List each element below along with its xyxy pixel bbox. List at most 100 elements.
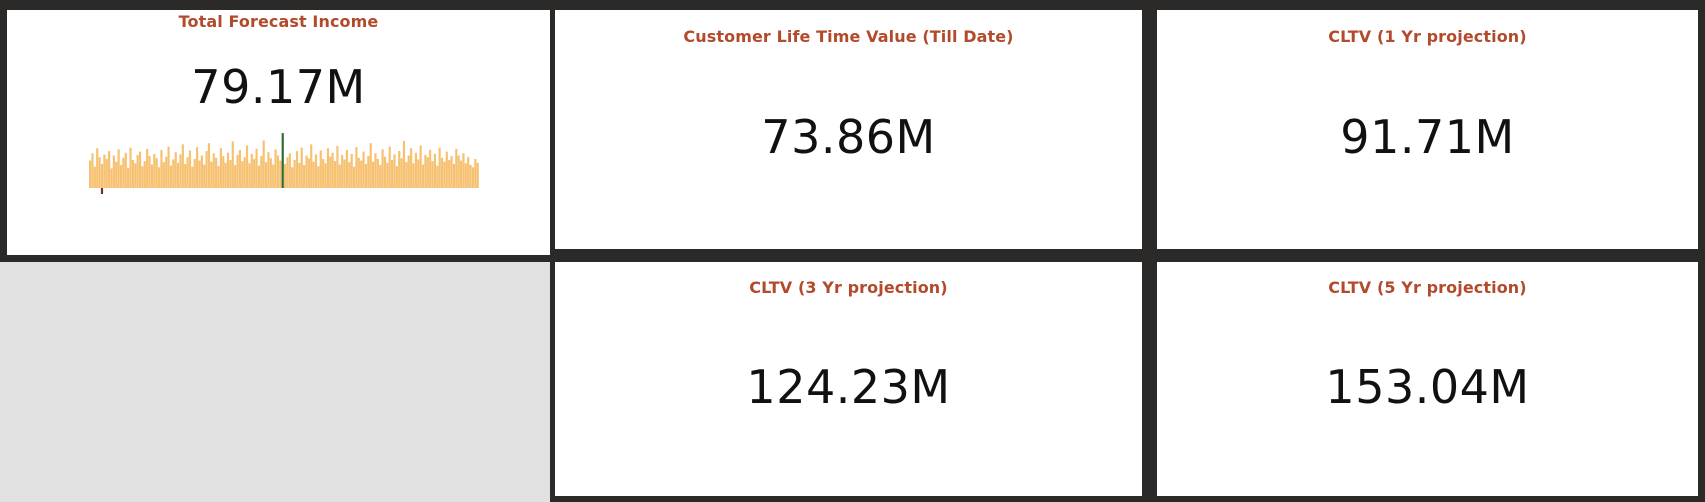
sparkline-bar: [426, 157, 429, 188]
sparkline-bar: [146, 148, 149, 188]
sparkline-bar: [150, 164, 154, 188]
sparkline-bar: [350, 153, 353, 188]
sparkline-bar: [438, 147, 441, 188]
sparkline-bar: [89, 160, 92, 188]
sparkline-bar: [395, 166, 398, 188]
sparkline-bar: [455, 148, 458, 188]
sparkline-bar: [374, 153, 377, 188]
sparkline-bar: [174, 152, 177, 188]
sparkline-bar: [179, 154, 182, 188]
sparkline-bar: [360, 160, 363, 188]
sparkline-chart: [89, 133, 479, 194]
sparkline-bar: [371, 161, 375, 188]
sparkline-bar: [226, 152, 230, 188]
sparkline-bar: [167, 146, 170, 188]
sparkline-bar: [286, 157, 289, 188]
sparkline-bar: [136, 154, 139, 188]
sparkline-bar: [440, 157, 444, 188]
sparkline-bar: [260, 156, 263, 188]
tile-cltv-1yr[interactable]: CLTV (1 Yr projection) 91.71M: [1157, 10, 1698, 249]
sparkline-bar: [100, 163, 104, 188]
sparkline-bar-highlight: [281, 133, 284, 188]
sparkline-bar: [364, 163, 368, 188]
sparkline-bar: [117, 149, 120, 188]
sparkline-bar: [236, 154, 239, 188]
sparkline-bar: [414, 152, 417, 188]
sparkline-bar: [264, 162, 268, 188]
sparkline-bar: [383, 156, 387, 188]
sparkline-bar: [336, 146, 339, 188]
sparkline-bar: [238, 149, 242, 188]
sparkline-bar: [191, 166, 194, 188]
tile-value: 73.86M: [761, 110, 936, 164]
tile-cltv-3yr[interactable]: CLTV (3 Yr projection) 124.23M: [555, 262, 1142, 496]
sparkline-bar: [172, 159, 175, 188]
sparkline-bar: [386, 162, 389, 188]
sparkline-bar: [224, 162, 227, 188]
tile-total-forecast-income[interactable]: Total Forecast Income 79.17M: [7, 10, 550, 255]
sparkline-bar: [319, 150, 322, 188]
sparkline-bar: [222, 156, 225, 188]
sparkline-bar: [245, 145, 249, 188]
sparkline-bar: [376, 158, 379, 188]
sparkline-bar: [188, 150, 192, 188]
tile-cltv-till-date[interactable]: Customer Life Time Value (Till Date) 73.…: [555, 10, 1142, 249]
sparkline-bar: [421, 164, 425, 188]
sparkline-bar: [115, 161, 118, 188]
sparkline-bar: [362, 151, 365, 188]
sparkline-bar: [162, 162, 165, 188]
sparkline-bar: [293, 160, 296, 188]
sparkline-bar: [96, 148, 99, 188]
tile-value: 153.04M: [1325, 360, 1530, 414]
sparkline-bar: [160, 149, 163, 188]
sparkline-bar: [181, 144, 184, 188]
sparkline-bar: [98, 157, 101, 188]
sparkline-bar: [138, 151, 142, 188]
sparkline-bar: [307, 158, 310, 188]
sparkline-bar: [262, 140, 265, 188]
sparkline-bar: [241, 161, 244, 188]
sparkline-bar: [298, 162, 301, 188]
sparkline-bar: [231, 141, 234, 188]
sparkline-bar: [184, 163, 187, 188]
sparkline-bar: [429, 149, 432, 188]
sparkline-bar: [326, 148, 329, 188]
sparkline-bar: [250, 153, 253, 188]
sparkline-bar: [448, 160, 451, 188]
sparkline-bar: [129, 147, 132, 188]
sparkline-bar: [450, 156, 453, 188]
sparkline-bar: [436, 165, 439, 188]
tile-title: CLTV (3 Yr projection): [749, 278, 948, 297]
sparkline-bar: [257, 165, 261, 188]
sparkline-bar: [215, 157, 218, 188]
tile-title: CLTV (5 Yr projection): [1328, 278, 1527, 297]
sparkline-bar: [176, 162, 180, 188]
sparkline-bar: [329, 156, 332, 188]
sparkline-bar: [343, 159, 346, 188]
sparkline-bar: [464, 163, 467, 188]
sparkline-bar: [253, 158, 256, 188]
sparkline-bar: [305, 155, 308, 188]
tile-cltv-5yr[interactable]: CLTV (5 Yr projection) 153.04M: [1157, 262, 1698, 496]
sparkline-bar: [379, 165, 382, 188]
sparkline-bar: [467, 157, 470, 188]
sparkline-bar: [417, 159, 420, 188]
sparkline-bar: [357, 157, 360, 188]
sparkline-bar: [474, 158, 477, 188]
sparkline-bar: [443, 161, 446, 188]
sparkline-bar: [424, 154, 427, 188]
sparkline-bar: [295, 151, 299, 188]
sparkline-bar: [272, 164, 275, 188]
sparkline-bar: [157, 167, 161, 188]
sparkline-bar: [124, 152, 127, 188]
sparkline-bar: [462, 153, 465, 188]
sparkline-bar: [312, 161, 315, 188]
sparkline-bar: [243, 157, 246, 188]
sparkline-bar: [469, 165, 472, 188]
sparkline-bar: [210, 161, 213, 188]
empty-panel: [0, 262, 550, 502]
sparkline-bar: [91, 153, 94, 188]
sparkline-bar: [269, 158, 272, 188]
sparkline-bar: [314, 154, 318, 188]
sparkline-bar: [127, 167, 130, 188]
